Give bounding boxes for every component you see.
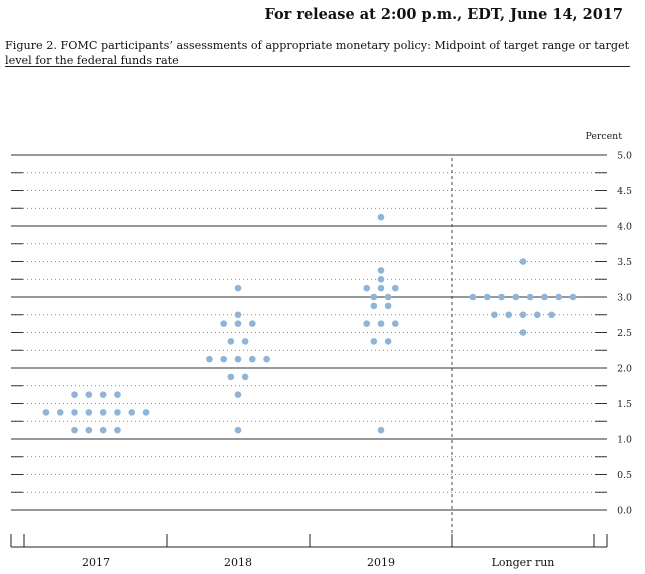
participant-dot <box>512 293 520 301</box>
participant-dot <box>377 320 385 327</box>
participant-dot <box>377 213 385 221</box>
participant-dot <box>526 293 534 301</box>
participant-dot <box>384 338 392 345</box>
participant-dot <box>227 338 235 345</box>
participant-dot <box>85 391 93 398</box>
participant-dot <box>384 302 392 310</box>
x-tick-label: 2017 <box>82 556 110 569</box>
participant-dot <box>71 409 78 416</box>
y-tick-label: 3.0 <box>617 293 632 304</box>
x-tick-label: Longer run <box>492 556 555 569</box>
participant-dot <box>85 426 93 434</box>
participant-dot <box>99 426 107 434</box>
participant-dot <box>548 311 555 319</box>
participant-dot <box>249 320 256 327</box>
y-tick-label: 4.0 <box>617 222 632 233</box>
participant-dot <box>234 355 242 363</box>
figure-caption: Figure 2. FOMC participants’ assessments… <box>5 39 630 67</box>
participant-dot <box>363 284 371 292</box>
participant-dot <box>114 409 121 416</box>
participant-dot <box>99 409 107 416</box>
y-tick-labels: 5.0 4.5 4.0 3.5 3.0 2.5 2.0 1.5 1.0 0.5 0.0 <box>617 151 632 517</box>
y-tick-label: 2.0 <box>617 364 632 375</box>
participant-dot <box>541 293 548 301</box>
grid-lines <box>11 154 607 511</box>
y-tick-label: 5.0 <box>617 151 632 162</box>
participant-dot <box>469 293 477 301</box>
participant-dot <box>56 409 64 416</box>
participant-dot <box>370 338 378 345</box>
participant-dot <box>519 311 527 319</box>
participant-dot <box>377 267 385 274</box>
dots-layer <box>42 213 577 434</box>
participant-dot <box>491 311 498 319</box>
participant-dot <box>370 302 378 310</box>
release-line: For release at 2:00 p.m., EDT, June 14, … <box>264 6 623 23</box>
participant-dot <box>370 293 378 301</box>
participant-dot <box>483 293 491 301</box>
caption-rule <box>5 66 630 67</box>
participant-dot <box>555 293 563 301</box>
participant-dot <box>363 320 371 327</box>
participant-dot <box>569 293 577 301</box>
y-tick-label: 2.5 <box>617 328 632 339</box>
x-axis: 2017 2018 2019 Longer run <box>10 534 608 569</box>
y-axis-label: Percent <box>585 131 622 142</box>
y-tick-label: 1.5 <box>617 399 632 410</box>
participant-dot <box>519 258 527 265</box>
participant-dot <box>392 320 399 327</box>
participant-dot <box>234 311 242 319</box>
participant-dot <box>206 355 213 363</box>
x-tick-label: 2018 <box>224 556 252 569</box>
participant-dot <box>534 311 541 319</box>
y-tick-label: 1.0 <box>617 435 632 446</box>
participant-dot <box>377 275 385 283</box>
participant-dot <box>71 426 78 434</box>
participant-dot <box>392 284 399 292</box>
participant-dot <box>99 391 107 398</box>
participant-dot <box>227 373 235 381</box>
y-tick-label: 0.0 <box>617 506 632 517</box>
participant-dot <box>505 311 512 319</box>
participant-dot <box>234 284 242 292</box>
participant-dot <box>220 320 227 327</box>
participant-dot <box>71 391 78 398</box>
participant-dot <box>85 409 93 416</box>
participant-dot <box>498 293 505 301</box>
participant-dot <box>234 391 242 398</box>
participant-dot <box>220 355 227 363</box>
participant-dot <box>42 409 50 416</box>
participant-dot <box>377 426 385 434</box>
participant-dot <box>234 426 242 434</box>
participant-dot <box>234 320 242 327</box>
participant-dot <box>384 293 392 301</box>
participant-dot <box>519 329 527 336</box>
y-tick-label: 4.5 <box>617 186 632 197</box>
y-tick-label: 0.5 <box>617 470 632 481</box>
participant-dot <box>114 426 121 434</box>
x-tick-label: 2019 <box>367 556 395 569</box>
participant-dot <box>128 409 136 416</box>
y-tick-label: 3.5 <box>617 257 632 268</box>
participant-dot <box>263 355 270 363</box>
participant-dot <box>249 355 256 363</box>
participant-dot <box>114 391 121 398</box>
participant-dot <box>241 373 249 381</box>
participant-dot <box>241 338 249 345</box>
participant-dot <box>377 284 385 292</box>
participant-dot <box>142 409 150 416</box>
